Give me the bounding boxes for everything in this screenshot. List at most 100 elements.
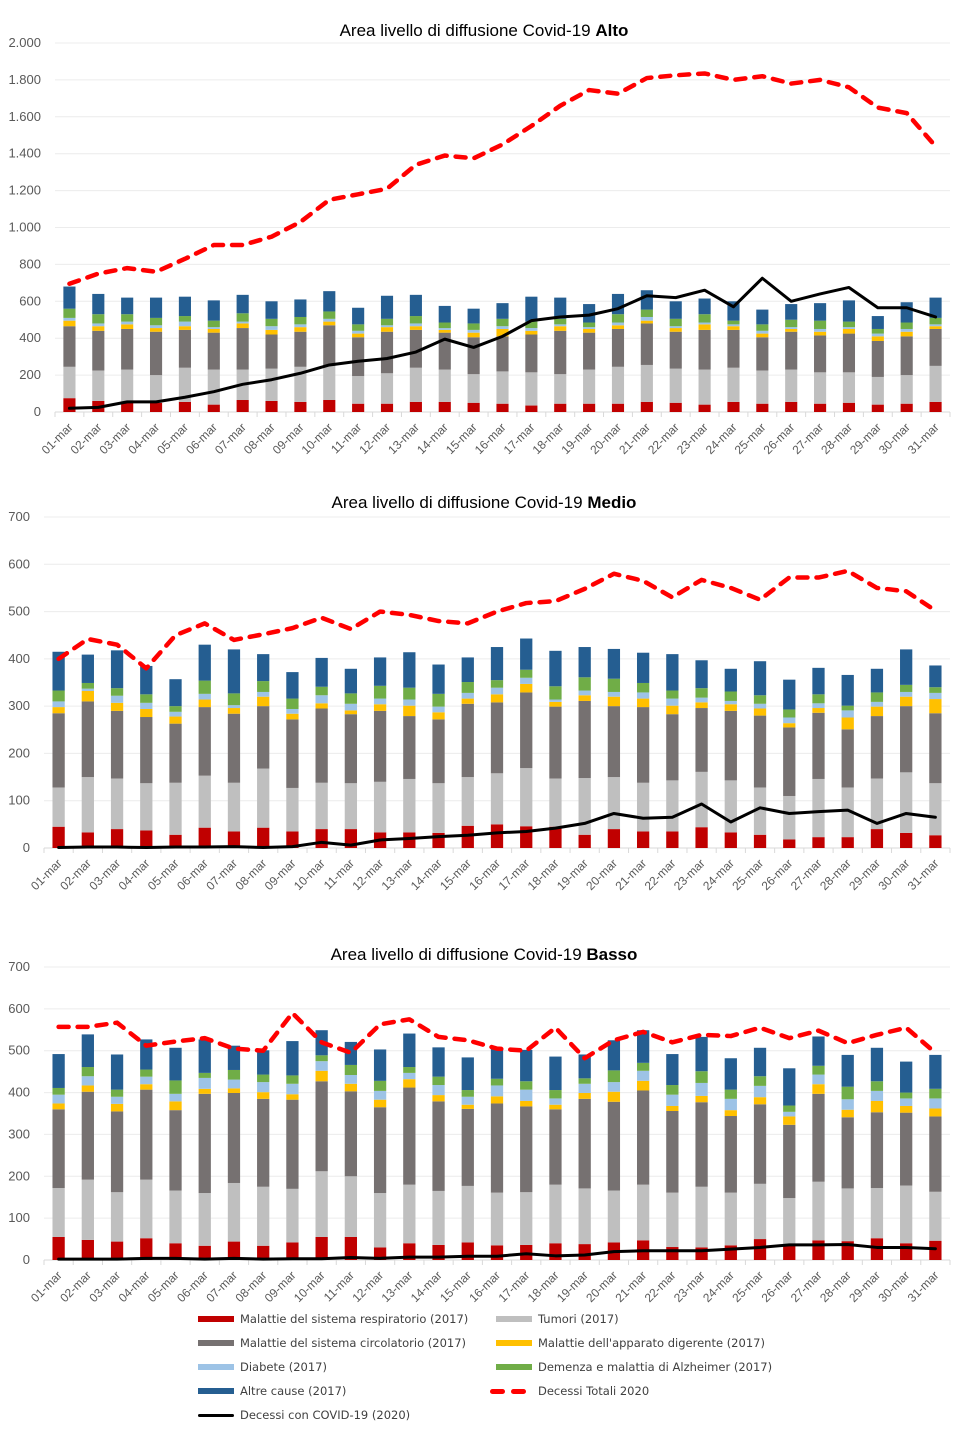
bar-segment-resp [812, 1240, 825, 1260]
bar-segment-diab [81, 688, 94, 692]
bar-segment-dig [783, 723, 796, 728]
legend-label: Decessi con COVID-19 (2020) [240, 1408, 411, 1422]
bar-segment-dig [344, 1083, 358, 1092]
bar-segment-circ [227, 1092, 241, 1183]
x-tick-label: 16-mar [466, 1268, 503, 1305]
bar-segment-dig [52, 1103, 65, 1110]
x-tick-label: 05-mar [145, 1268, 182, 1305]
bar-segment-altre [554, 297, 567, 319]
bar-segment-altre [496, 303, 509, 319]
bar-segment-dig [549, 1104, 562, 1110]
bar-segment-dem [110, 1089, 124, 1097]
x-tick-label: 11-mar [321, 856, 357, 892]
y-tick-label: 300 [8, 698, 30, 713]
bar-segment-resp [783, 1245, 796, 1260]
bar-segment-dem [490, 680, 504, 688]
bar-segment-dig [578, 695, 591, 701]
bar-segment-dig [467, 332, 480, 338]
x-tick-label: 08-mar [233, 1268, 270, 1305]
bar-segment-altre [461, 1057, 474, 1091]
legend-item-dig: Malattie dell'apparato digerente (2017) [496, 1336, 765, 1350]
bar-segment-tumori [169, 1190, 182, 1244]
bar-segment-diab [900, 328, 913, 332]
bar-segment-dem [698, 314, 711, 323]
bar-segment-resp [753, 834, 767, 848]
bar-segment-dem [140, 1069, 153, 1077]
bar-segment-diab [373, 698, 387, 705]
bar-segment-diab [525, 328, 538, 331]
bar-segment-altre [842, 300, 856, 322]
bar-segment-diab [549, 1098, 562, 1105]
bar-segment-diab [432, 1085, 445, 1096]
bar-segment-circ [607, 706, 621, 778]
bar-segment-dem [666, 1085, 679, 1095]
bar-segment-dem [373, 1080, 387, 1091]
bar-segment-dig [257, 1092, 270, 1099]
bar-segment-diab [929, 324, 942, 327]
bar-segment-tumori [578, 778, 591, 835]
bar-segment-circ [344, 714, 358, 784]
x-tick-label: 20-mar [587, 420, 624, 457]
bar-segment-tumori [583, 369, 596, 404]
bar-segment-resp [783, 839, 796, 848]
y-tick-label: 1.200 [8, 183, 41, 198]
bar-segment-dig [636, 1080, 650, 1091]
bar-segment-circ [753, 1104, 767, 1184]
bar-segment-dem [257, 1074, 270, 1083]
bar-segment-circ [611, 328, 625, 367]
bar-segment-altre [380, 295, 394, 319]
bar-segment-tumori [380, 373, 394, 404]
bar-segment-dem [695, 688, 708, 698]
bar-segment-circ [81, 701, 94, 778]
bar-segment-circ [490, 1103, 504, 1193]
bar-segment-altre [871, 316, 884, 329]
x-tick-label: 03-mar [97, 420, 134, 457]
bar-segment-dem [92, 314, 105, 324]
bar-segment-dem [169, 1080, 182, 1094]
bar-segment-circ [783, 1124, 796, 1199]
bar-segment-resp [666, 1247, 679, 1260]
bar-segment-diab [812, 703, 825, 709]
bar-segment-circ [63, 326, 76, 367]
bar-segment-circ [294, 331, 307, 367]
bar-segment-altre [315, 657, 328, 687]
x-tick-label: 02-mar [57, 856, 94, 893]
bar-segment-dem [403, 1067, 416, 1073]
bar-segment-diab [578, 1083, 591, 1093]
bar-segment-dig [695, 1095, 708, 1103]
chart-title-prefix: Area livello di diffusione Covid-19 [331, 945, 587, 964]
bar-segment-circ [666, 714, 679, 781]
bar-segment-altre [695, 1036, 708, 1072]
y-tick-label: 100 [8, 793, 30, 808]
bar-segment-dem [841, 705, 854, 711]
bar-segment-dig [92, 326, 105, 331]
bar-segment-tumori [409, 367, 422, 402]
bar-segment-tumori [373, 781, 387, 833]
bar-segment-tumori [52, 1188, 65, 1237]
bar-segment-altre [409, 294, 422, 317]
legend-label: Malattie del sistema circolatorio (2017) [240, 1336, 467, 1350]
bar-segment-tumori [871, 376, 884, 405]
x-tick-label: 13-mar [385, 420, 422, 457]
legend-label: Malattie del sistema respiratorio (2017) [240, 1312, 469, 1326]
legend-label: Altre cause (2017) [240, 1384, 347, 1398]
bar-segment-tumori [121, 369, 134, 402]
bar-segment-tumori [724, 1192, 737, 1246]
x-tick-label: 05-mar [145, 856, 182, 893]
bar-segment-resp [812, 837, 825, 848]
bar-segment-dem [403, 687, 416, 700]
bar-segment-circ [286, 719, 299, 788]
bar-segment-circ [756, 337, 769, 371]
bar-segment-diab [698, 322, 711, 325]
bar-segment-altre [666, 654, 679, 691]
bar-segment-resp [169, 1243, 182, 1260]
bar-segment-circ [727, 329, 740, 368]
y-tick-label: 800 [19, 256, 41, 271]
bar-segment-resp [583, 403, 596, 412]
bar-segment-tumori [169, 782, 182, 835]
bar-segment-diab [695, 697, 708, 703]
bar-segment-tumori [81, 1179, 94, 1240]
bar-segment-diab [490, 687, 504, 695]
bar-segment-diab [490, 1085, 504, 1097]
chart-basso: Area livello di diffusione Covid-19 Bass… [8, 945, 951, 1305]
